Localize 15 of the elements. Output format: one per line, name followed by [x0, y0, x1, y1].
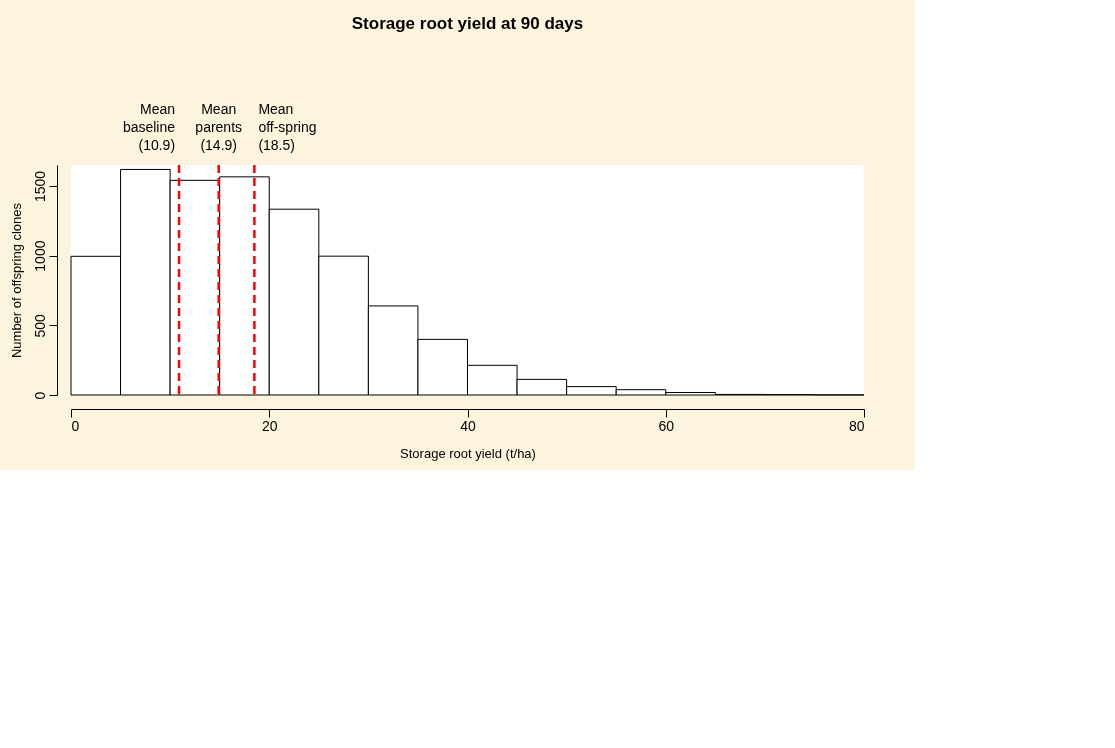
y-axis-title: Number of offspring clones	[8, 202, 24, 359]
ref-line-label: Mean parents (14.9)	[195, 101, 243, 153]
y-tick-label: 1000	[31, 240, 48, 272]
y-tick-label: 500	[31, 313, 48, 338]
ref-line-label: Mean off-spring (18.5)	[258, 101, 317, 153]
y-tick-label: 0	[31, 391, 48, 400]
x-tick-label: 40	[460, 417, 476, 434]
y-tick-label: 1500	[31, 170, 48, 202]
ref-line-label: Mean baseline (10.9)	[122, 101, 176, 153]
chart-title: Storage root yield at 90 days	[351, 14, 584, 33]
x-tick-label: 80	[848, 417, 865, 434]
x-tick-label: 20	[261, 417, 278, 434]
x-tick-label: 0	[71, 417, 80, 434]
x-axis-title: Storage root yield (t/ha)	[400, 445, 536, 461]
x-tick-label: 60	[658, 417, 675, 434]
